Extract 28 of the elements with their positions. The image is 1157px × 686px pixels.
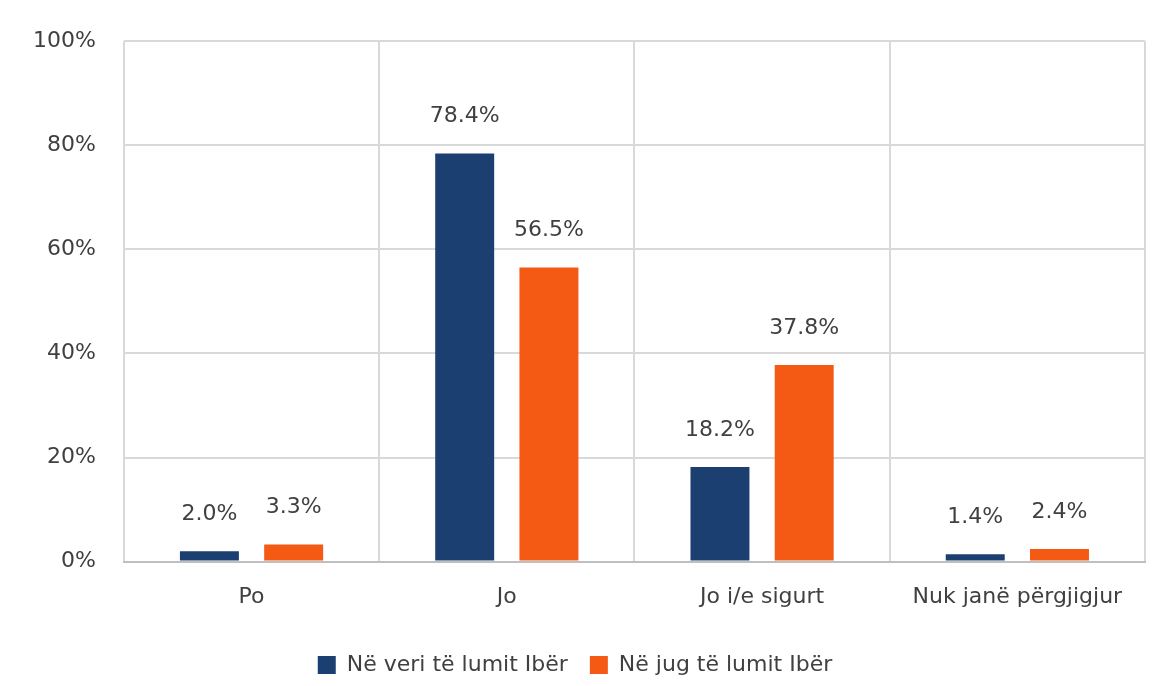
legend-label: Në jug të lumit Ibër xyxy=(618,650,834,676)
y-tick-label: 0% xyxy=(60,547,96,573)
bar xyxy=(774,364,834,561)
data-label: 2.4% xyxy=(1031,497,1088,523)
bar xyxy=(690,466,750,561)
legend-label: Në veri të lumit Ibër xyxy=(346,650,569,676)
x-tick-label: Po xyxy=(238,582,265,608)
x-tick-label: Jo i/e sigurt xyxy=(698,582,825,608)
x-tick-label: Jo xyxy=(494,582,517,608)
data-label: 56.5% xyxy=(513,216,584,242)
bar xyxy=(264,544,324,561)
data-label: 18.2% xyxy=(685,415,755,441)
y-tick-label: 60% xyxy=(46,235,96,261)
y-tick-label: 100% xyxy=(32,26,96,52)
data-label: 37.8% xyxy=(769,313,840,339)
bar xyxy=(1030,549,1089,561)
y-tick-label: 20% xyxy=(46,443,96,469)
x-tick-label: Nuk janë përgjigjur xyxy=(912,582,1124,608)
data-label: 1.4% xyxy=(947,503,1004,529)
data-label: 3.3% xyxy=(265,493,322,519)
y-tick-label: 40% xyxy=(46,339,96,365)
data-label: 78.4% xyxy=(429,102,500,128)
bar xyxy=(945,554,1005,561)
y-tick-label: 80% xyxy=(46,131,96,156)
bar xyxy=(435,153,495,561)
data-label: 2.0% xyxy=(181,499,238,525)
bar xyxy=(519,267,579,561)
bar xyxy=(179,551,239,561)
